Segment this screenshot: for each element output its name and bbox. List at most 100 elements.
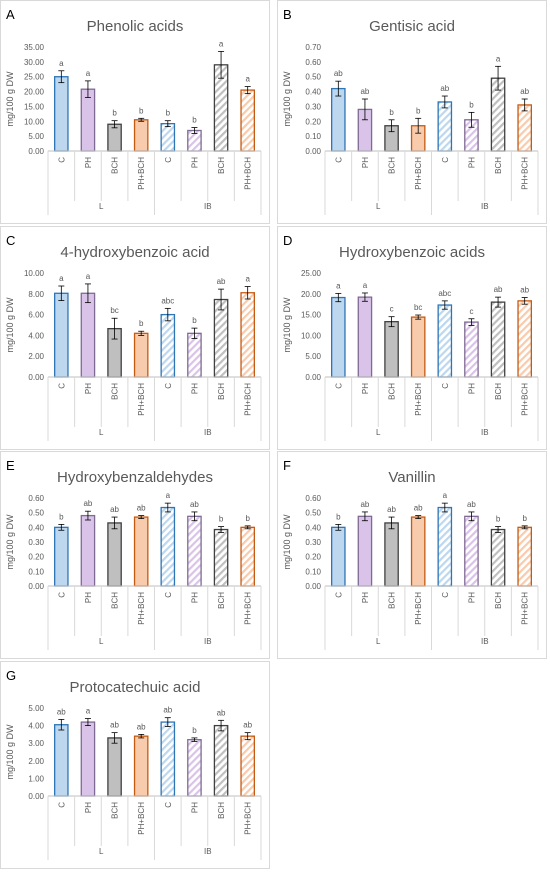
category-label: PH+BCH — [137, 157, 146, 190]
y-tick-label: 5.00 — [28, 704, 44, 713]
y-axis-label: mg/100 g DW — [282, 71, 292, 127]
bar — [133, 735, 149, 797]
y-axis-label: mg/100 g DW — [282, 514, 292, 570]
y-tick-label: 0.00 — [305, 147, 321, 156]
significance-label: b — [219, 515, 224, 524]
significance-label: b — [496, 515, 501, 524]
significance-label: b — [192, 726, 197, 735]
significance-label: ab — [334, 69, 343, 78]
category-label: PH — [84, 157, 93, 168]
significance-label: ab — [494, 285, 503, 294]
category-label: C — [334, 592, 343, 598]
bar — [490, 528, 506, 587]
significance-label: b — [389, 108, 394, 117]
y-tick-label: 15.00 — [301, 311, 322, 320]
significance-label: c — [390, 305, 394, 314]
y-tick-label: 0.60 — [28, 494, 44, 503]
category-label: C — [441, 157, 450, 163]
significance-label: b — [139, 319, 144, 328]
bar — [464, 515, 479, 587]
y-axis-label: mg/100 g DW — [5, 297, 15, 353]
significance-label: a — [245, 275, 250, 284]
significance-label: a — [86, 272, 91, 281]
significance-label: b — [522, 514, 527, 523]
chart-svg: Phenolic acids 0.00 5.00 10.00 15.00 20.00 25.… — [5, 18, 262, 215]
chart-title: Gentisic acid — [369, 18, 455, 35]
category-label: BCH — [111, 383, 120, 400]
category-label: BCH — [388, 592, 397, 609]
bar — [464, 321, 479, 378]
category-label: PH+BCH — [414, 592, 423, 625]
chart-panel-c: C 4-hydroxybenzoic acid 0.00 2.00 4.00 6.00 8… — [0, 226, 270, 450]
significance-label: a — [245, 75, 250, 84]
category-label: PH+BCH — [414, 157, 423, 190]
y-tick-label: 0.00 — [28, 792, 44, 801]
bar — [80, 514, 96, 587]
category-label: C — [164, 383, 173, 389]
bar — [331, 296, 346, 378]
bar — [107, 522, 122, 587]
significance-label: ab — [387, 505, 396, 514]
bar — [187, 739, 202, 797]
bar — [54, 724, 69, 797]
category-label: PH — [361, 592, 370, 603]
y-tick-label: 0.00 — [305, 373, 321, 382]
y-tick-label: 0.10 — [305, 132, 321, 141]
significance-label: ab — [137, 504, 146, 513]
bar — [410, 516, 426, 587]
bar — [437, 304, 453, 378]
panel-letter: C — [6, 233, 16, 248]
bar — [410, 316, 426, 378]
y-tick-label: 0.20 — [305, 553, 321, 562]
category-label: C — [164, 157, 173, 163]
chart-panel-e: E Hydroxybenzaldehydes 0.00 0.10 0.20 0.30 0.… — [0, 451, 270, 659]
significance-label: a — [219, 39, 224, 48]
significance-label: b — [192, 116, 197, 125]
category-label: C — [57, 383, 66, 389]
significance-label: b — [336, 512, 341, 521]
category-label: C — [334, 157, 343, 163]
category-label: PH — [190, 383, 199, 394]
y-tick-label: 0.70 — [305, 43, 321, 52]
y-tick-label: 6.00 — [28, 311, 44, 320]
y-axis-label: mg/100 g DW — [5, 71, 15, 127]
bar — [54, 526, 69, 587]
bar — [331, 526, 346, 587]
y-tick-label: 4.00 — [28, 331, 44, 340]
y-tick-label: 35.00 — [24, 43, 45, 52]
y-tick-label: 0.10 — [305, 567, 321, 576]
y-tick-label: 0.40 — [305, 88, 321, 97]
bar — [54, 76, 69, 152]
group-label: L — [99, 637, 104, 646]
y-tick-label: 0.00 — [305, 582, 321, 591]
group-label: IB — [204, 428, 212, 437]
significance-label: a — [86, 69, 91, 78]
significance-label: ab — [360, 87, 369, 96]
significance-label: ab — [190, 500, 199, 509]
chart-title: Hydroxybenzoic acids — [339, 244, 485, 261]
chart-panel-g: G Protocatechuic acid 0.00 1.00 2.00 3.00 4.0… — [0, 661, 270, 869]
significance-label: ab — [110, 505, 119, 514]
y-tick-label: 25.00 — [301, 269, 322, 278]
bar — [187, 515, 202, 587]
y-tick-label: 30.00 — [24, 58, 45, 67]
significance-label: a — [336, 281, 341, 290]
panel-letter: G — [6, 668, 17, 683]
y-tick-label: 2.00 — [28, 352, 44, 361]
category-label: BCH — [111, 592, 120, 609]
y-tick-label: 0.30 — [305, 538, 321, 547]
y-tick-label: 25.00 — [24, 73, 45, 82]
category-label: BCH — [494, 592, 503, 609]
chart-title: Hydroxybenzaldehydes — [57, 469, 213, 486]
y-tick-label: 0.20 — [305, 117, 321, 126]
bar — [517, 104, 532, 152]
significance-label: b — [416, 106, 421, 115]
bar — [213, 298, 229, 378]
group-label: IB — [481, 428, 489, 437]
significance-label: b — [469, 100, 474, 109]
category-label: PH+BCH — [244, 157, 253, 190]
significance-label: ab — [217, 708, 226, 717]
significance-label: ab — [110, 721, 119, 730]
category-label: BCH — [217, 592, 226, 609]
group-label: L — [99, 428, 104, 437]
